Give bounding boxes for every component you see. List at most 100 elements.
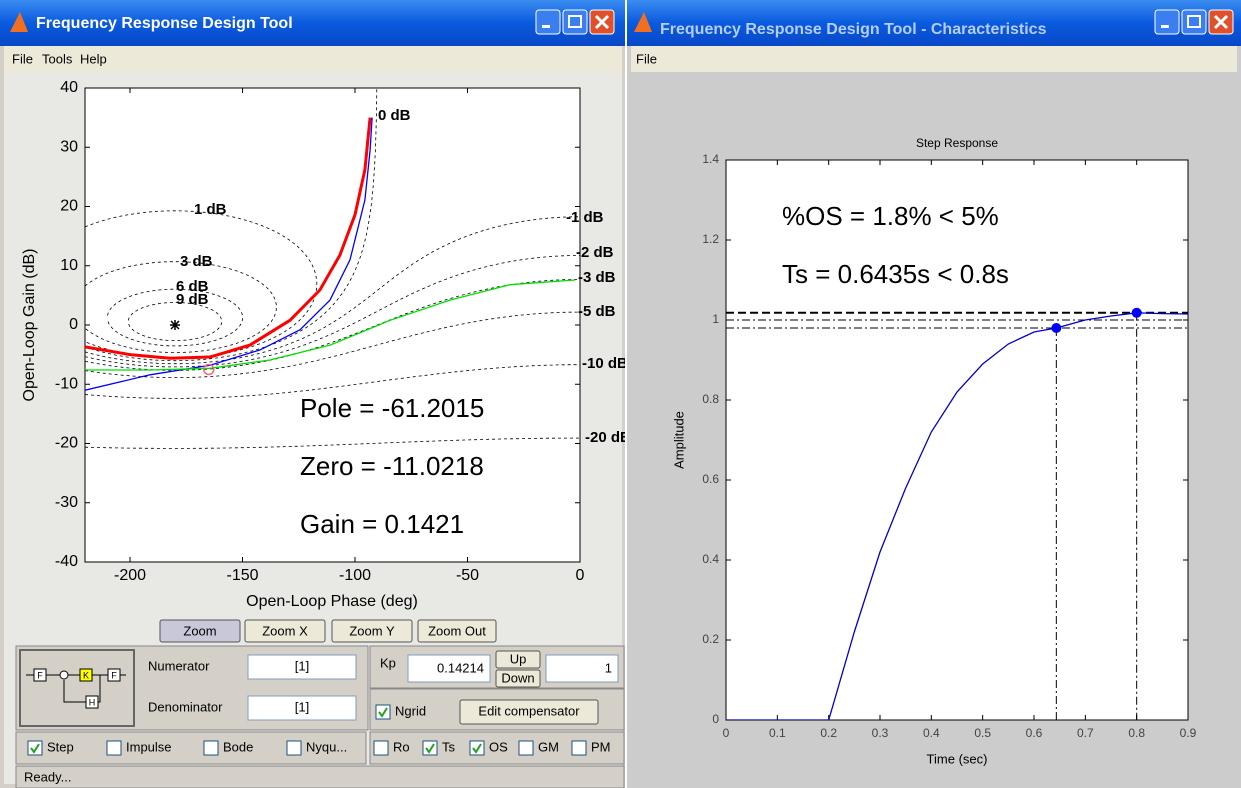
x-tick-label: 0.1 bbox=[769, 726, 786, 740]
nichols-grid-label: -3 dB bbox=[578, 269, 616, 286]
field-value: 1 bbox=[605, 660, 612, 675]
nichols-grid-line bbox=[85, 210, 318, 359]
nichols-grid-label: 0 dB bbox=[378, 107, 411, 124]
x-tick-label: -150 bbox=[226, 567, 258, 584]
checkbox-label: GM bbox=[538, 739, 559, 754]
menu-item[interactable]: Help bbox=[80, 51, 107, 66]
y-tick-label: 0 bbox=[712, 712, 719, 726]
pole-marker[interactable] bbox=[203, 363, 215, 376]
y-tick-label: 0 bbox=[69, 316, 78, 333]
x-axis-label: Open-Loop Phase (deg) bbox=[246, 593, 418, 610]
text-field[interactable] bbox=[407, 654, 491, 683]
checkbox[interactable] bbox=[375, 704, 391, 720]
y-tick-label: 20 bbox=[60, 198, 78, 215]
x-tick-label: 0.4 bbox=[923, 726, 940, 740]
characteristic-point[interactable] bbox=[1131, 307, 1142, 318]
minimize-button[interactable] bbox=[535, 9, 561, 35]
diagram-block bbox=[107, 668, 121, 682]
nichols-grid-line bbox=[85, 255, 580, 368]
checkbox-label: Impulse bbox=[126, 739, 172, 754]
nichols-grid-label: -1 dB bbox=[566, 209, 604, 226]
nichols-grid-line bbox=[85, 364, 580, 399]
checkbox-label: Ngrid bbox=[395, 703, 426, 718]
y-axis-label: Open-Loop Gain (dB) bbox=[21, 249, 38, 402]
down-button[interactable] bbox=[495, 669, 541, 688]
button-label: Up bbox=[510, 651, 527, 666]
field-value: [1] bbox=[295, 699, 309, 714]
nichols-grid-label: 9 dB bbox=[176, 291, 209, 308]
y-tick-label: 30 bbox=[60, 138, 78, 155]
zoom-button[interactable] bbox=[244, 619, 326, 643]
diagram-block bbox=[79, 668, 93, 682]
y-tick-label: 1.4 bbox=[702, 152, 719, 166]
title-bar bbox=[627, 0, 1241, 46]
checkbox-label: Step bbox=[47, 739, 74, 754]
annotation: Ts = 0.6435s < 0.8s bbox=[782, 259, 1009, 289]
checkbox[interactable] bbox=[286, 740, 302, 756]
field-label: Numerator bbox=[148, 658, 210, 673]
series-line bbox=[726, 312, 1188, 720]
menu-item[interactable]: File bbox=[12, 51, 33, 66]
y-tick-label: 1.2 bbox=[702, 232, 719, 246]
text-field[interactable] bbox=[545, 654, 619, 683]
button-label: Zoom Out bbox=[428, 623, 486, 638]
menu-item[interactable]: File bbox=[636, 51, 657, 66]
minimize-button[interactable] bbox=[1154, 9, 1180, 35]
maximize-button[interactable] bbox=[1181, 9, 1207, 35]
close-button[interactable] bbox=[589, 9, 615, 35]
diagram-box[interactable] bbox=[19, 649, 135, 727]
diagram-block bbox=[33, 668, 47, 682]
text-field[interactable] bbox=[247, 654, 357, 680]
main-window: Frequency Response Design Tool Zoom Zoom … bbox=[0, 0, 631, 788]
zoom-button[interactable] bbox=[417, 619, 497, 643]
check-mark bbox=[30, 743, 40, 754]
checkbox-label: OS bbox=[489, 739, 508, 754]
field-value: [1] bbox=[295, 658, 309, 673]
checkbox[interactable] bbox=[422, 740, 438, 756]
checkbox-label: Ro bbox=[393, 739, 410, 754]
critical-point bbox=[170, 320, 180, 330]
checkbox-label: Bode bbox=[223, 739, 253, 754]
y-axis-label: Amplitude bbox=[671, 411, 686, 469]
y-tick-label: -40 bbox=[55, 553, 78, 570]
checkbox[interactable] bbox=[106, 740, 122, 756]
series-line bbox=[85, 117, 373, 391]
y-tick-label: 0.2 bbox=[702, 632, 719, 646]
field-value: 0.14214 bbox=[437, 660, 484, 675]
edit-compensator-button[interactable] bbox=[459, 699, 599, 725]
button-label: Zoom X bbox=[262, 623, 308, 638]
diagram-block bbox=[85, 695, 99, 709]
x-tick-label: 0.7 bbox=[1077, 726, 1094, 740]
nichols-grid-line bbox=[85, 261, 277, 353]
button-label: Edit compensator bbox=[478, 703, 580, 718]
characteristics-window: Frequency Response Design Tool - Charact… bbox=[627, 0, 1241, 788]
y-tick-label: 40 bbox=[60, 79, 78, 96]
nichols-grid-label: 6 dB bbox=[176, 278, 209, 295]
checkbox[interactable] bbox=[203, 740, 219, 756]
maximize-button[interactable] bbox=[562, 9, 588, 35]
field-label: Kp bbox=[380, 655, 396, 670]
close-button[interactable] bbox=[1208, 9, 1234, 35]
field-label: Denominator bbox=[148, 699, 223, 714]
window-title: Frequency Response Design Tool bbox=[36, 15, 293, 32]
text-field[interactable] bbox=[247, 695, 357, 721]
x-tick-label: 0.5 bbox=[974, 726, 991, 740]
nichols-grid-line bbox=[85, 311, 580, 378]
plot-area bbox=[725, 159, 1189, 721]
zoom-button[interactable] bbox=[331, 619, 413, 643]
checkbox[interactable] bbox=[373, 740, 389, 756]
checkbox[interactable] bbox=[571, 740, 587, 756]
y-tick-label: -20 bbox=[55, 435, 78, 452]
checkbox[interactable] bbox=[27, 740, 43, 756]
checkbox[interactable] bbox=[518, 740, 534, 756]
characteristic-point[interactable] bbox=[1051, 323, 1062, 333]
up-button[interactable] bbox=[495, 650, 541, 669]
zoom-button[interactable] bbox=[159, 619, 241, 643]
checkbox[interactable] bbox=[469, 740, 485, 756]
menu-item[interactable]: Tools bbox=[42, 51, 73, 66]
checkbox-label: PM bbox=[591, 739, 611, 754]
nichols-grid-label: -20 dB bbox=[585, 429, 631, 446]
nichols-grid-label: -10 dB bbox=[582, 355, 628, 372]
menu-bar bbox=[4, 46, 622, 72]
nichols-grid-line bbox=[85, 279, 580, 371]
